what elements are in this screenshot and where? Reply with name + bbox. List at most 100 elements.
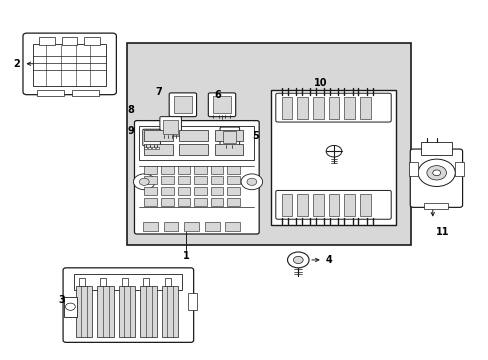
FancyBboxPatch shape [312, 194, 323, 216]
FancyBboxPatch shape [163, 222, 178, 231]
FancyBboxPatch shape [144, 176, 157, 184]
FancyBboxPatch shape [84, 37, 100, 45]
FancyBboxPatch shape [144, 198, 157, 206]
FancyBboxPatch shape [127, 43, 410, 245]
FancyBboxPatch shape [420, 142, 451, 155]
FancyBboxPatch shape [23, 33, 116, 95]
FancyBboxPatch shape [79, 278, 84, 286]
FancyBboxPatch shape [194, 187, 206, 195]
FancyBboxPatch shape [76, 286, 92, 337]
FancyBboxPatch shape [63, 297, 77, 317]
FancyBboxPatch shape [359, 194, 370, 216]
FancyBboxPatch shape [161, 198, 173, 206]
Text: 11: 11 [435, 227, 448, 237]
FancyBboxPatch shape [144, 187, 157, 195]
FancyBboxPatch shape [97, 286, 114, 337]
Text: 10: 10 [313, 78, 326, 88]
Text: 2: 2 [13, 59, 20, 69]
FancyBboxPatch shape [74, 274, 182, 290]
FancyBboxPatch shape [39, 37, 55, 45]
FancyBboxPatch shape [161, 166, 173, 174]
FancyBboxPatch shape [359, 97, 370, 119]
FancyBboxPatch shape [33, 44, 106, 86]
Circle shape [426, 166, 446, 180]
FancyBboxPatch shape [409, 149, 462, 207]
FancyBboxPatch shape [144, 130, 172, 141]
Circle shape [241, 174, 262, 190]
FancyBboxPatch shape [156, 147, 159, 149]
FancyBboxPatch shape [281, 194, 292, 216]
Text: 5: 5 [251, 131, 258, 141]
FancyBboxPatch shape [214, 144, 243, 155]
FancyBboxPatch shape [179, 144, 207, 155]
FancyBboxPatch shape [63, 268, 193, 342]
FancyBboxPatch shape [140, 286, 157, 337]
Text: 8: 8 [127, 105, 134, 115]
FancyBboxPatch shape [297, 194, 307, 216]
FancyBboxPatch shape [122, 278, 127, 286]
FancyBboxPatch shape [144, 144, 172, 155]
Circle shape [417, 159, 454, 186]
Circle shape [432, 170, 440, 176]
FancyBboxPatch shape [344, 194, 354, 216]
FancyBboxPatch shape [210, 176, 223, 184]
Text: 1: 1 [182, 251, 189, 261]
Text: 7: 7 [155, 87, 162, 97]
FancyBboxPatch shape [194, 176, 206, 184]
FancyBboxPatch shape [194, 198, 206, 206]
FancyBboxPatch shape [214, 130, 243, 141]
FancyBboxPatch shape [169, 93, 196, 117]
Circle shape [65, 303, 75, 310]
FancyBboxPatch shape [139, 126, 254, 160]
FancyBboxPatch shape [227, 176, 240, 184]
FancyBboxPatch shape [227, 187, 240, 195]
FancyBboxPatch shape [424, 203, 447, 209]
FancyBboxPatch shape [61, 37, 77, 45]
FancyBboxPatch shape [100, 278, 106, 286]
FancyBboxPatch shape [204, 222, 219, 231]
FancyBboxPatch shape [194, 166, 206, 174]
FancyBboxPatch shape [161, 176, 173, 184]
FancyBboxPatch shape [134, 121, 259, 234]
FancyBboxPatch shape [144, 166, 157, 174]
FancyBboxPatch shape [220, 127, 239, 146]
FancyBboxPatch shape [179, 130, 207, 141]
FancyBboxPatch shape [160, 117, 181, 136]
FancyBboxPatch shape [152, 147, 155, 149]
FancyBboxPatch shape [210, 166, 223, 174]
FancyBboxPatch shape [275, 190, 390, 219]
FancyBboxPatch shape [177, 187, 190, 195]
Text: 3: 3 [59, 294, 65, 305]
FancyBboxPatch shape [148, 147, 151, 149]
FancyBboxPatch shape [174, 96, 191, 113]
FancyBboxPatch shape [328, 194, 339, 216]
FancyBboxPatch shape [164, 278, 170, 286]
FancyBboxPatch shape [143, 278, 149, 286]
Circle shape [246, 178, 256, 185]
FancyBboxPatch shape [227, 198, 240, 206]
FancyBboxPatch shape [208, 93, 235, 117]
FancyBboxPatch shape [177, 198, 190, 206]
FancyBboxPatch shape [223, 131, 236, 143]
FancyBboxPatch shape [297, 97, 307, 119]
FancyBboxPatch shape [227, 166, 240, 174]
Circle shape [293, 256, 303, 264]
Circle shape [287, 252, 308, 268]
Circle shape [133, 174, 155, 190]
Circle shape [139, 178, 149, 185]
Text: 4: 4 [325, 255, 331, 265]
FancyBboxPatch shape [225, 222, 240, 231]
FancyBboxPatch shape [143, 222, 158, 231]
FancyBboxPatch shape [210, 198, 223, 206]
FancyBboxPatch shape [177, 166, 190, 174]
FancyBboxPatch shape [119, 286, 135, 337]
FancyBboxPatch shape [161, 187, 173, 195]
FancyBboxPatch shape [184, 222, 199, 231]
FancyBboxPatch shape [210, 187, 223, 195]
Text: 6: 6 [214, 90, 221, 100]
FancyBboxPatch shape [213, 96, 230, 113]
FancyBboxPatch shape [408, 162, 417, 176]
FancyBboxPatch shape [163, 120, 178, 134]
FancyBboxPatch shape [271, 90, 395, 225]
FancyBboxPatch shape [162, 286, 178, 337]
